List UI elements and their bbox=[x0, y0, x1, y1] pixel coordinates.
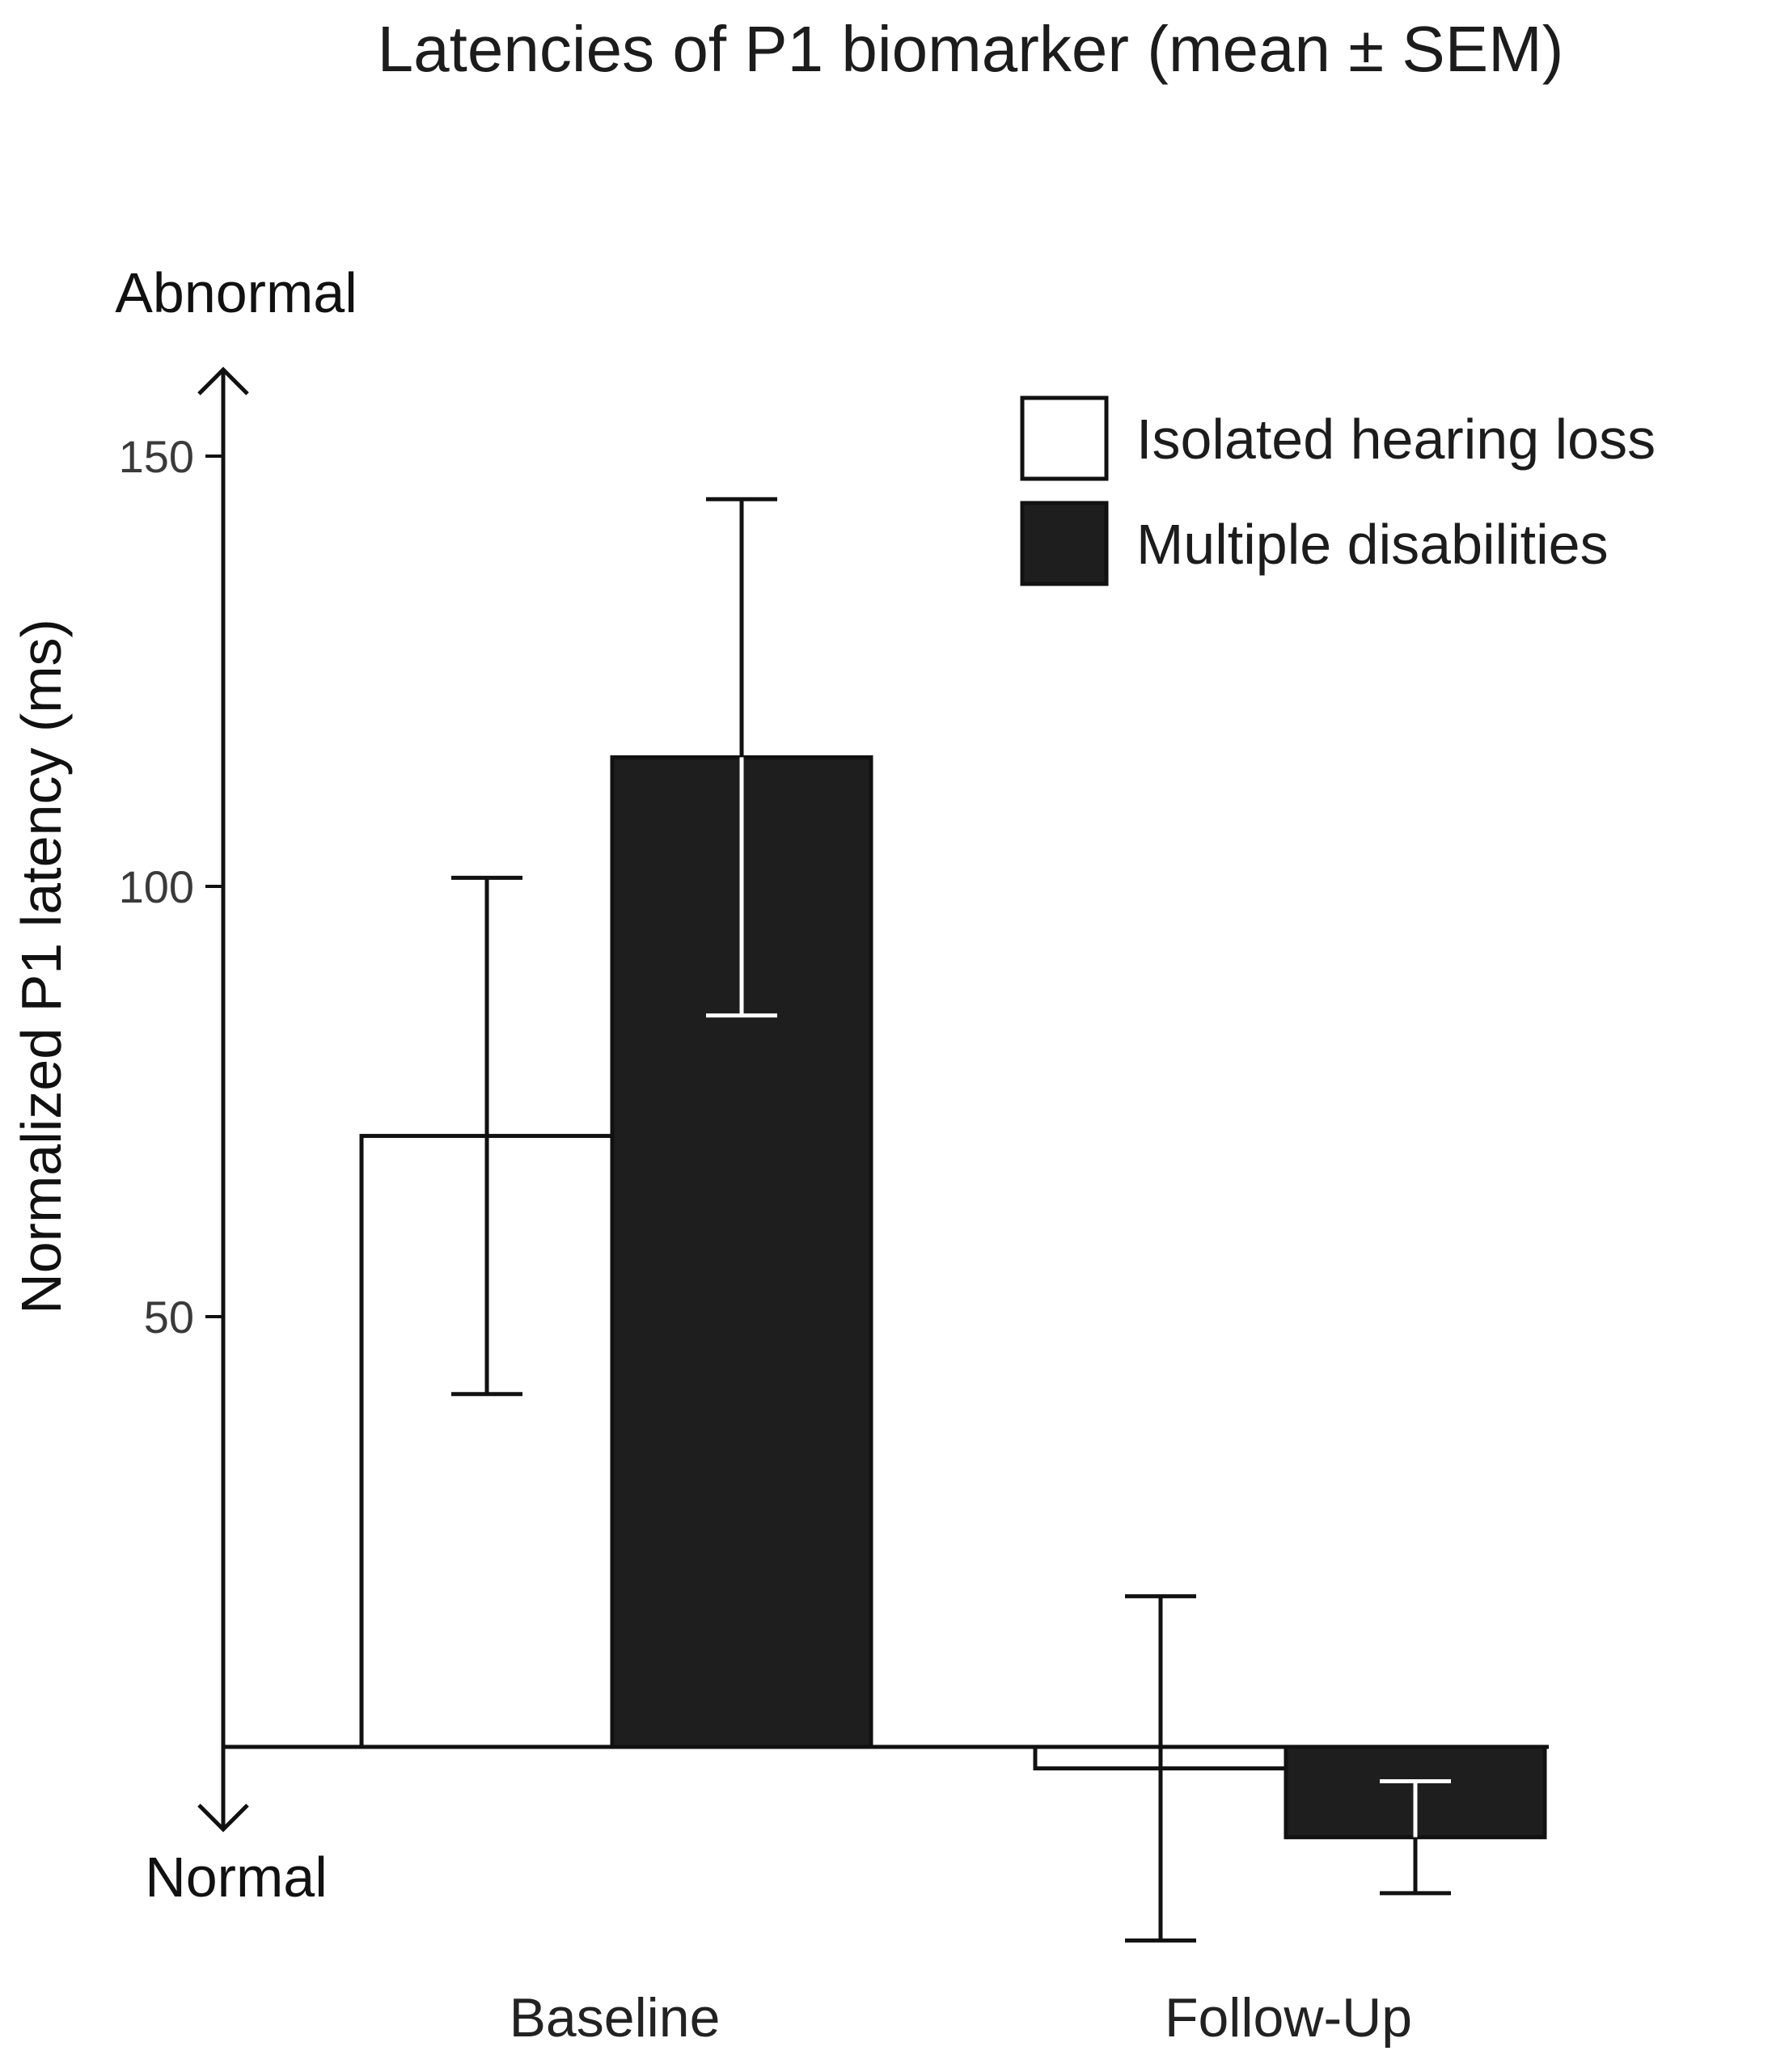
x-category-label: Follow-Up bbox=[1165, 1987, 1412, 2049]
error-bars bbox=[451, 497, 1451, 1943]
legend-label: Isolated hearing loss bbox=[1136, 408, 1656, 471]
bars bbox=[359, 755, 1547, 1840]
x-category-label: Baseline bbox=[510, 1987, 721, 2049]
y-axis-label: Normalized P1 latency (ms) bbox=[10, 619, 73, 1314]
y-ticks: 50 100 150 bbox=[119, 431, 223, 1343]
error-bar bbox=[1380, 1779, 1451, 1896]
error-bar bbox=[451, 875, 522, 1397]
y-axis-top-label: Abnormal bbox=[115, 261, 357, 324]
legend-label: Multiple disabilities bbox=[1136, 513, 1609, 576]
legend-item: Multiple disabilities bbox=[1020, 501, 1609, 586]
y-tick-label: 100 bbox=[119, 861, 194, 912]
y-axis-arrow-up bbox=[197, 366, 249, 395]
legend: Isolated hearing loss Multiple disabiliti… bbox=[1020, 395, 1656, 586]
legend-item: Isolated hearing loss bbox=[1020, 395, 1656, 481]
error-bar bbox=[1125, 1594, 1196, 1943]
y-tick-label: 50 bbox=[144, 1292, 194, 1343]
x-category-labels: Baseline Follow-Up bbox=[510, 1987, 1412, 2049]
legend-swatch bbox=[1020, 501, 1109, 586]
legend-swatch bbox=[1020, 395, 1109, 481]
y-axis bbox=[197, 366, 249, 1833]
y-axis-bottom-label: Normal bbox=[145, 1846, 328, 1909]
chart-title: Latencies of P1 biomarker (mean ± SEM) bbox=[378, 13, 1564, 85]
error-bar bbox=[706, 497, 777, 1018]
y-tick-label: 150 bbox=[119, 431, 194, 482]
y-axis-arrow-down bbox=[197, 1803, 249, 1833]
